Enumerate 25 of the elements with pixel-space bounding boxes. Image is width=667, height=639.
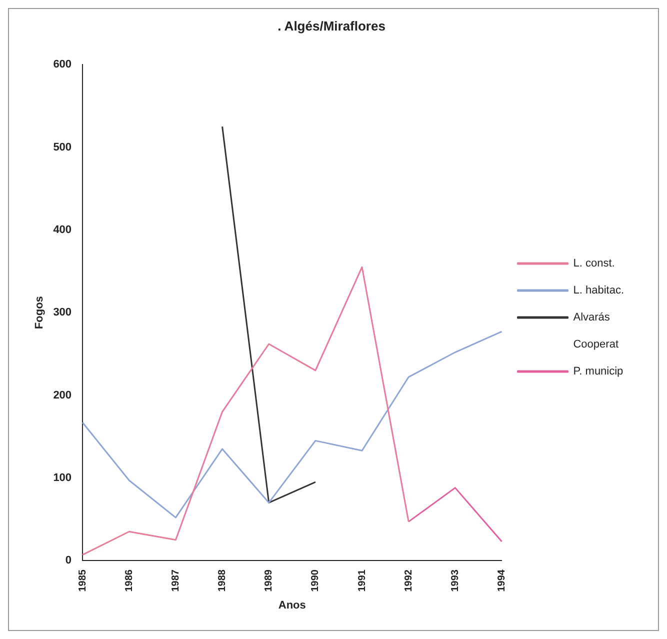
y-tick-label: 300 bbox=[53, 306, 72, 319]
x-tick-label: 1986 bbox=[124, 569, 135, 592]
y-tick-label: 200 bbox=[53, 389, 72, 402]
y-tick-label: 0 bbox=[65, 554, 72, 567]
legend-label: L. habitac. bbox=[573, 284, 624, 297]
legend-label: P. municip bbox=[573, 366, 624, 378]
y-axis-title: Fogos bbox=[34, 296, 46, 330]
x-tick-label: 1992 bbox=[403, 569, 414, 592]
x-tick-label: 1988 bbox=[217, 569, 228, 592]
y-tick-label: 100 bbox=[53, 472, 72, 484]
chart-title: . Algés/Miraflores bbox=[278, 18, 386, 34]
x-tick-label: 1989 bbox=[264, 569, 275, 592]
x-tick-label: 1991 bbox=[356, 569, 368, 592]
y-tick-label: 400 bbox=[53, 224, 72, 236]
x-tick-label: 1993 bbox=[450, 569, 461, 592]
x-tick-label: 1990 bbox=[310, 569, 322, 592]
legend-label: Alvarás bbox=[573, 312, 610, 324]
text: Cooperat bbox=[573, 338, 619, 351]
y-tick-label: 600 bbox=[53, 58, 72, 71]
y-tick-label: 500 bbox=[53, 141, 72, 154]
legend-label: L. const. bbox=[573, 258, 615, 270]
x-tick-label: 1994 bbox=[496, 569, 508, 592]
x-tick-label: 1987 bbox=[170, 569, 182, 592]
x-tick-label: 1985 bbox=[77, 569, 88, 592]
x-axis-title: Anos bbox=[278, 599, 306, 612]
